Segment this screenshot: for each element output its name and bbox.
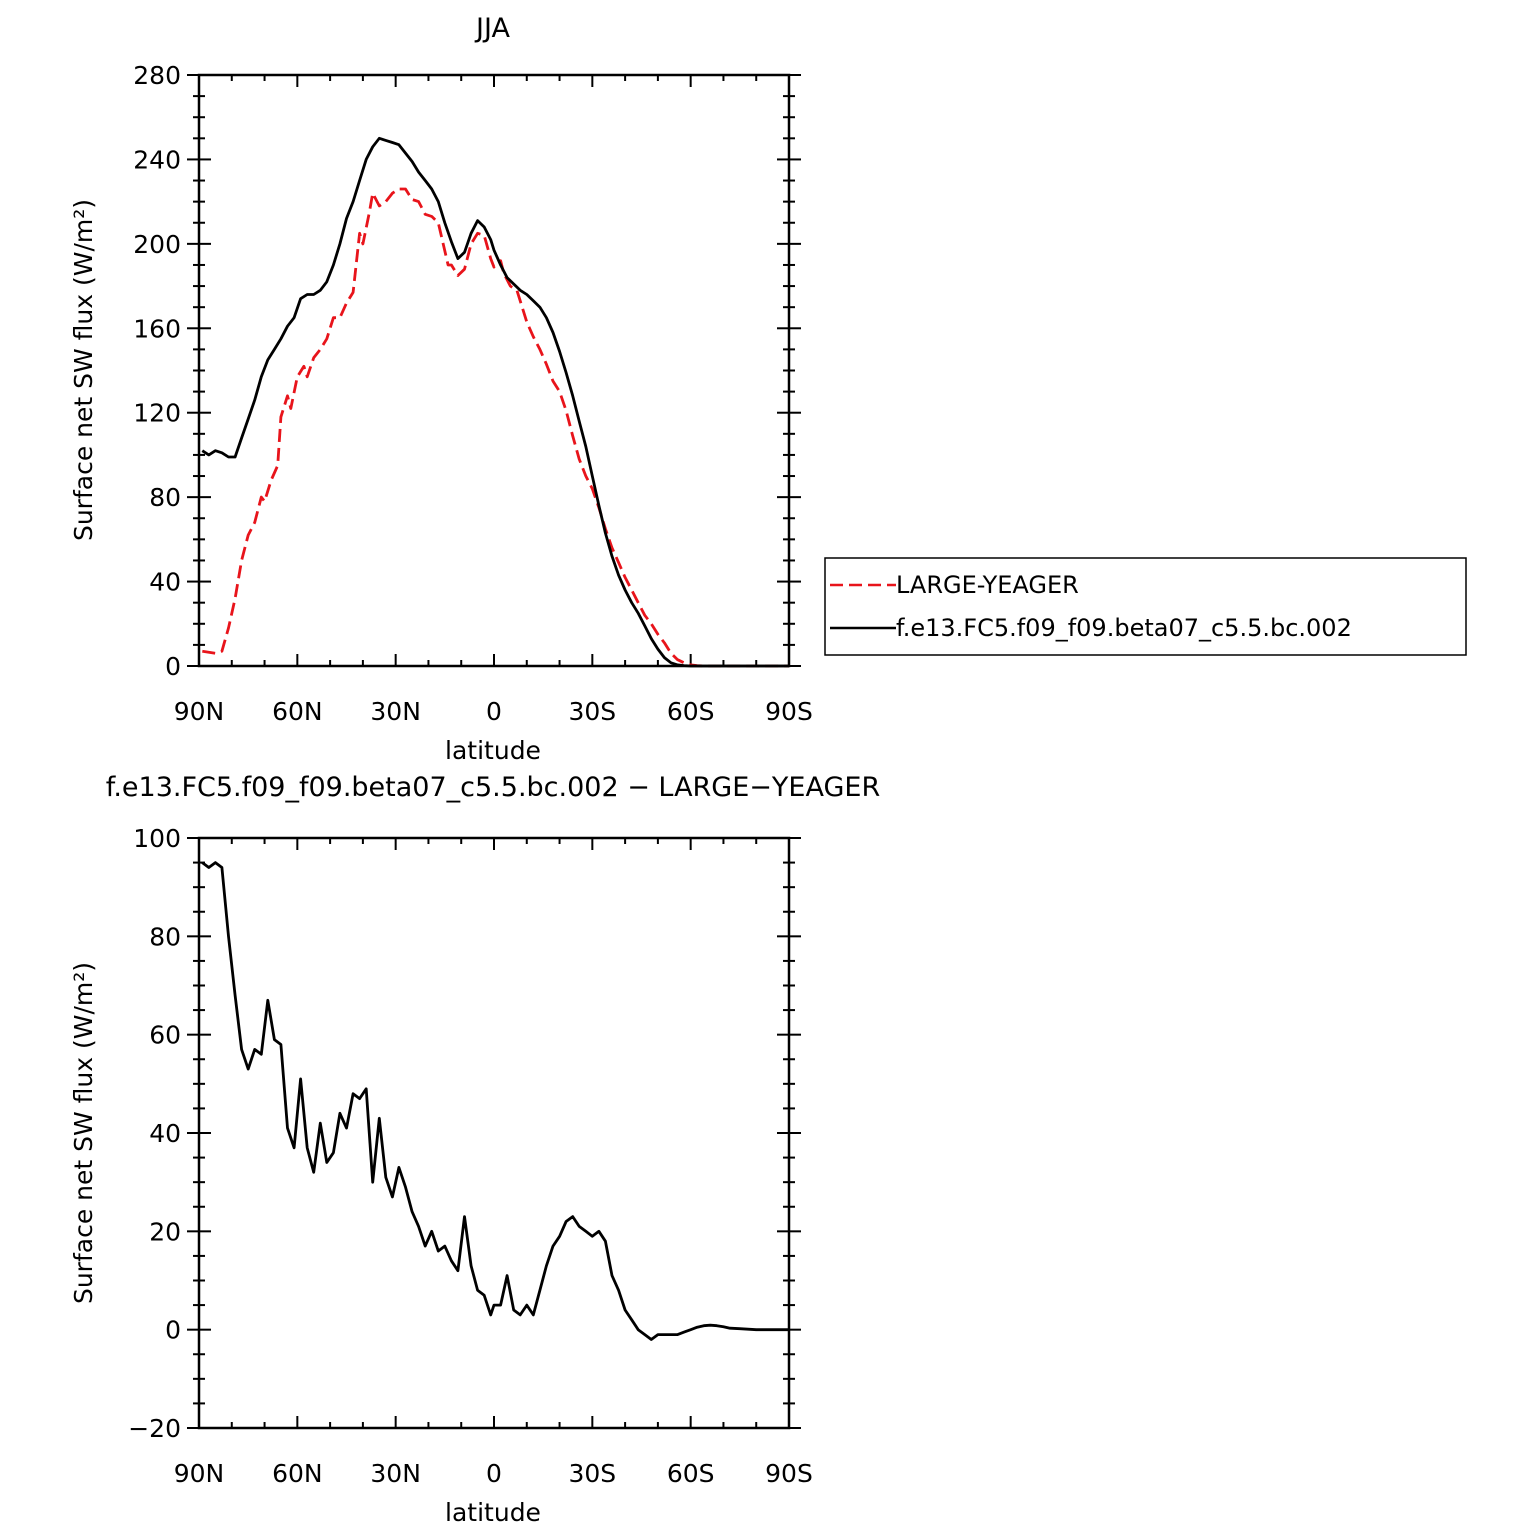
x-tick-label: 90S (765, 1459, 813, 1488)
y-tick-label: 0 (165, 652, 181, 681)
top-plot-frame (197, 73, 791, 668)
legend-label-model: f.e13.FC5.f09_f09.beta07_c5.5.bc.002 (896, 614, 1352, 642)
x-tick-label: 90S (765, 697, 813, 726)
x-tick-label: 30N (370, 697, 421, 726)
x-tick-label: 30S (568, 1459, 616, 1488)
y-tick-label: 100 (133, 824, 181, 853)
y-tick-label: 240 (133, 145, 181, 174)
x-tick-label: 0 (486, 697, 502, 726)
y-tick-label: 60 (149, 1021, 181, 1050)
y-tick-label: 120 (133, 399, 181, 428)
series-line-model (201, 136, 789, 668)
bottom-ylabel: Surface net SW flux (W/m²) (69, 962, 98, 1304)
y-tick-label: −20 (128, 1414, 181, 1443)
legend-box (824, 557, 1467, 656)
bottom-title: f.e13.FC5.f09_f09.beta07_c5.5.bc.002 − L… (106, 772, 880, 803)
y-tick-label: 40 (149, 568, 181, 597)
bottom-series (201, 861, 789, 1341)
x-tick-label: 90N (174, 1459, 225, 1488)
y-tick-label: 0 (165, 1316, 181, 1345)
bottom-plot-frame (197, 836, 791, 1430)
top-series (201, 136, 789, 668)
top-xlabel: latitude (445, 736, 541, 765)
top-panel: JJA Surface net SW flux (W/m²) latitude … (69, 13, 813, 765)
bottom-xlabel: latitude (445, 1498, 541, 1527)
x-tick-label: 0 (486, 1459, 502, 1488)
top-ticks (187, 74, 801, 667)
y-tick-label: 280 (133, 61, 181, 90)
x-tick-label: 90N (174, 697, 225, 726)
y-tick-label: 200 (133, 230, 181, 259)
x-tick-label: 60S (667, 1459, 715, 1488)
x-tick-label: 60S (667, 697, 715, 726)
legend: LARGE-YEAGER f.e13.FC5.f09_f09.beta07_c5… (824, 557, 1467, 656)
y-tick-label: 160 (133, 314, 181, 343)
top-tick-labels: 90N 60N 30N 0 30S 60S 90S 0 40 80 120 160 200 240 280 (133, 61, 813, 726)
legend-label-large-yeager: LARGE-YEAGER (896, 571, 1079, 599)
series-line-large-yeager (202, 187, 789, 668)
bottom-panel: f.e13.FC5.f09_f09.beta07_c5.5.bc.002 − L… (69, 772, 880, 1527)
x-tick-label: 30N (370, 1459, 421, 1488)
top-ylabel: Surface net SW flux (W/m²) (69, 199, 98, 541)
bottom-tick-labels: 90N 60N 30N 0 30S 60S 90S −20 0 20 40 60 80 100 (128, 824, 813, 1488)
x-tick-label: 60N (272, 697, 323, 726)
series-line-model (201, 861, 789, 1341)
bottom-ticks (187, 837, 801, 1429)
x-tick-label: 60N (272, 1459, 323, 1488)
x-tick-label: 30S (568, 697, 616, 726)
y-tick-label: 40 (149, 1119, 181, 1148)
top-title: JJA (474, 13, 510, 44)
y-tick-label: 20 (149, 1217, 181, 1246)
y-tick-label: 80 (149, 483, 181, 512)
y-tick-label: 80 (149, 922, 181, 951)
